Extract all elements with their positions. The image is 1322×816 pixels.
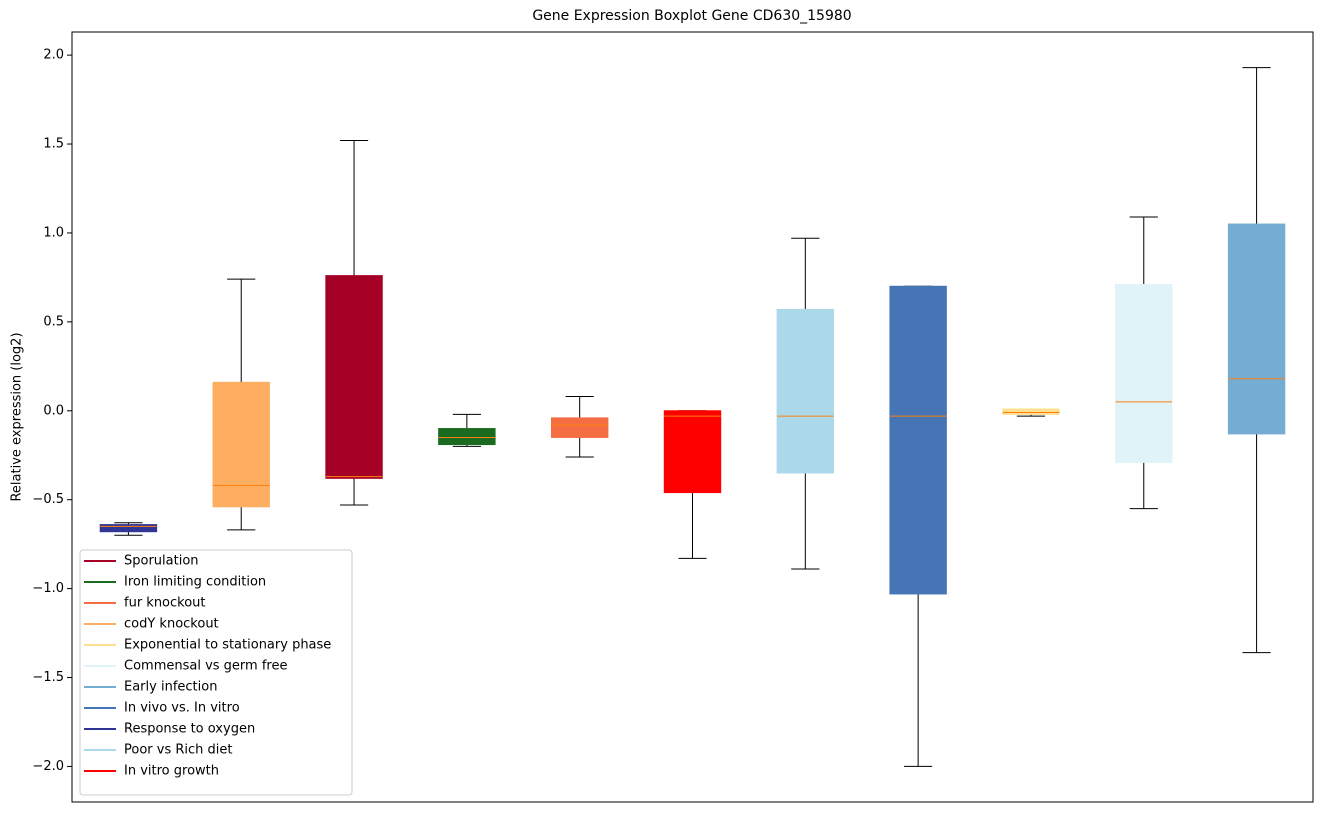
legend-label: fur knockout <box>124 596 206 611</box>
y-tick-label: −1.5 <box>32 670 64 685</box>
legend: Sporulation Iron limiting condition fur kn… <box>79 549 353 796</box>
box <box>1002 408 1060 415</box>
y-tick-label: 0.5 <box>43 314 64 329</box>
legend-label: Poor vs Rich diet <box>124 743 232 758</box>
box <box>663 410 722 494</box>
box <box>776 308 835 474</box>
y-tick-label: −1.0 <box>32 581 64 596</box>
plot-frame <box>71 31 1314 803</box>
legend-label: In vitro growth <box>124 764 219 779</box>
y-tick-label: 0.0 <box>43 403 64 418</box>
chart-title: Gene Expression Boxplot Gene CD630_15980 <box>532 8 851 24</box>
legend-frame <box>79 549 353 796</box>
y-axis-label: Relative expression (log2) <box>10 332 25 501</box>
y-tick-label: 1.5 <box>43 137 64 152</box>
legend-label: codY knockout <box>124 617 219 632</box>
box <box>889 285 947 595</box>
box <box>438 428 496 446</box>
y-tick-label: −0.5 <box>32 492 64 507</box>
y-tick-label: 2.0 <box>43 48 64 63</box>
legend-label: Iron limiting condition <box>124 575 266 590</box>
box <box>1115 284 1173 463</box>
box <box>325 275 383 479</box>
legend-label: In vivo vs. In vitro <box>124 701 240 716</box>
legend-label: Commensal vs germ free <box>124 659 287 674</box>
box <box>99 524 158 533</box>
legend-label: Early infection <box>124 680 217 695</box>
legend-label: Exponential to stationary phase <box>124 638 331 653</box>
box <box>1227 223 1286 435</box>
legend-label: Sporulation <box>124 554 199 569</box>
box <box>550 417 609 438</box>
y-tick-label: 1.0 <box>43 225 64 240</box>
legend-label: Response to oxygen <box>124 722 255 737</box>
box <box>212 381 270 508</box>
y-tick-label: −2.0 <box>32 759 64 774</box>
